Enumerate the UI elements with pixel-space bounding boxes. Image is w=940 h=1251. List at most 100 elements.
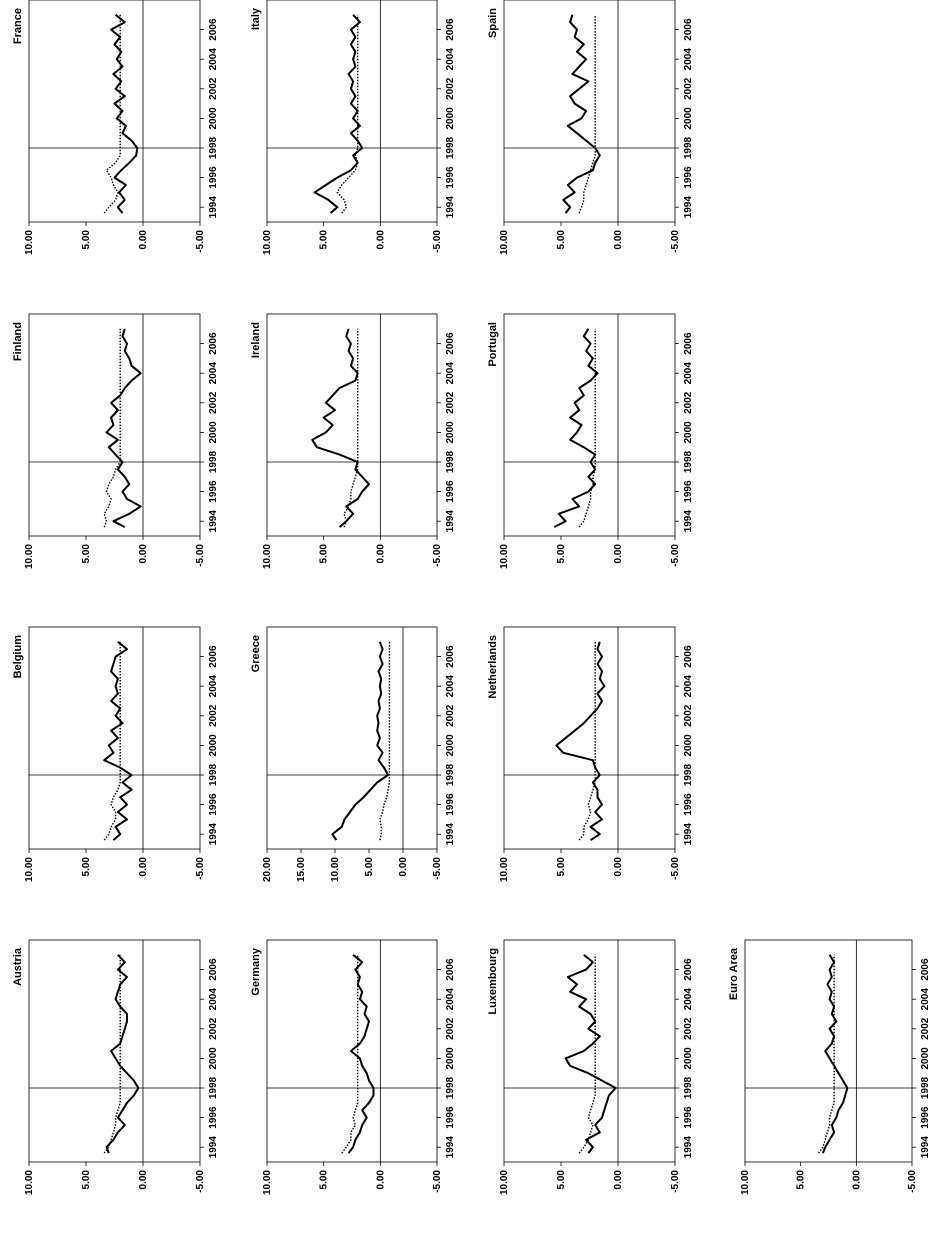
value-tick-label: 5.00: [81, 857, 92, 877]
value-tick-label: -5.00: [670, 1170, 681, 1193]
year-tick-label: 1998: [208, 136, 219, 159]
year-tick-label: 2004: [683, 48, 694, 71]
year-tick-label: 2006: [445, 18, 456, 41]
inflation-series-line: [821, 954, 849, 1154]
year-tick-label: 1996: [445, 1106, 456, 1129]
panel-title: Belgium: [12, 635, 24, 679]
value-tick-label: 10.00: [24, 544, 35, 569]
panel-title: Italy: [250, 7, 262, 30]
year-tick-label: 2006: [208, 332, 219, 355]
year-tick-label: 2004: [683, 988, 694, 1011]
year-tick-label: 2002: [445, 704, 456, 727]
plot-frame: [503, 0, 676, 223]
year-tick-label: 1994: [445, 1136, 456, 1159]
value-tick-label: -5.00: [195, 230, 206, 253]
year-tick-label: 1996: [208, 166, 219, 189]
value-tick-label: -5.00: [195, 544, 206, 567]
year-tick-label: 1994: [208, 1136, 219, 1159]
value-tick-label: 0.00: [375, 1170, 386, 1190]
year-tick-label: 2006: [208, 645, 219, 668]
value-tick-label: -5.00: [195, 857, 206, 880]
reference-series-line: [578, 954, 596, 1154]
value-tick-label: 10.00: [499, 544, 510, 569]
reference-series-line: [103, 14, 121, 214]
value-tick-label: -5.00: [432, 230, 443, 253]
year-tick-label: 1996: [920, 1106, 931, 1129]
year-tick-label: 2002: [683, 77, 694, 100]
year-tick-label: 2006: [208, 958, 219, 981]
year-tick-label: 1998: [445, 136, 456, 159]
year-tick-label: 2004: [208, 362, 219, 385]
year-tick-label: 2002: [683, 1017, 694, 1040]
year-tick-label: 1998: [683, 136, 694, 159]
inflation-series-line: [564, 954, 617, 1154]
year-tick-label: 2000: [445, 421, 456, 444]
reference-series-line: [343, 328, 359, 528]
year-tick-label: 2004: [208, 988, 219, 1011]
reference-series-line: [103, 641, 121, 841]
value-tick-label: 5.00: [364, 857, 375, 877]
value-tick-label: 10.00: [24, 1170, 35, 1195]
plot-frame: [266, 626, 438, 850]
value-tick-label: 10.00: [262, 230, 273, 255]
year-tick-label: 1996: [208, 793, 219, 816]
year-tick-label: 1994: [208, 196, 219, 219]
value-tick-label: 0.00: [613, 1170, 624, 1190]
year-tick-label: 1998: [683, 763, 694, 786]
year-tick-label: 2006: [445, 958, 456, 981]
plot-frame: [28, 939, 201, 1163]
year-tick-label: 1994: [683, 1136, 694, 1159]
plot-frame: [503, 313, 676, 537]
year-tick-label: 1998: [445, 1076, 456, 1099]
value-tick-label: 5.00: [556, 857, 567, 877]
value-tick-label: 10.00: [24, 230, 35, 255]
inflation-series-line: [105, 328, 142, 528]
value-tick-label: 5.00: [556, 544, 567, 564]
plot-frame: [266, 939, 438, 1163]
inflation-series-line: [105, 954, 140, 1154]
inflation-series-line: [311, 328, 370, 528]
panel-title: Euro Area: [728, 947, 740, 1000]
value-tick-label: 10.00: [330, 857, 341, 882]
reference-series-line: [103, 954, 121, 1154]
value-tick-label: 10.00: [499, 230, 510, 255]
value-tick-label: 10.00: [499, 857, 510, 882]
value-tick-label: 15.00: [296, 857, 307, 882]
panel-title: France: [12, 8, 24, 44]
value-tick-label: 10.00: [499, 1170, 510, 1195]
year-tick-label: 1998: [445, 450, 456, 473]
panel-title: Luxembourg: [487, 948, 499, 1015]
year-tick-label: 2006: [683, 958, 694, 981]
year-tick-label: 2000: [445, 734, 456, 757]
year-tick-label: 2004: [208, 48, 219, 71]
year-tick-label: 2004: [445, 48, 456, 71]
plot-frame: [28, 313, 201, 537]
year-tick-label: 2000: [208, 421, 219, 444]
year-tick-label: 1994: [208, 823, 219, 846]
year-tick-label: 2000: [208, 734, 219, 757]
year-tick-label: 1996: [208, 480, 219, 503]
year-tick-label: 1998: [445, 763, 456, 786]
year-tick-label: 2004: [683, 362, 694, 385]
year-tick-label: 2000: [683, 734, 694, 757]
value-tick-label: -5.00: [432, 544, 443, 567]
year-tick-label: 1996: [445, 166, 456, 189]
plot-frame: [503, 626, 676, 850]
year-tick-label: 2006: [445, 645, 456, 668]
year-tick-label: 2002: [208, 391, 219, 414]
reference-series-line: [578, 14, 596, 214]
year-tick-label: 1996: [683, 793, 694, 816]
year-tick-label: 2006: [445, 332, 456, 355]
year-tick-label: 1994: [445, 823, 456, 846]
year-tick-label: 2000: [445, 107, 456, 130]
inflation-series-line: [553, 328, 599, 528]
plot-frame: [266, 313, 438, 537]
year-tick-label: 2006: [683, 332, 694, 355]
inflation-series-line: [347, 954, 375, 1154]
year-tick-label: 2000: [920, 1047, 931, 1070]
